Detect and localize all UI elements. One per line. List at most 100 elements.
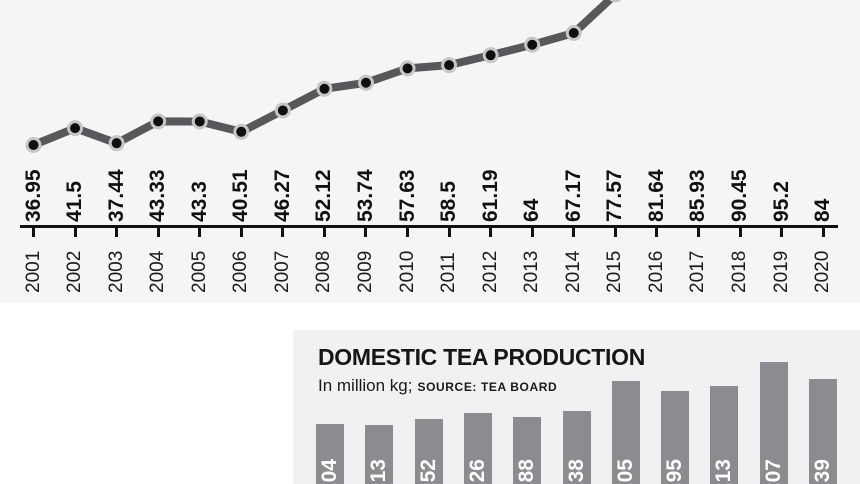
x-axis-year-label: 2009 bbox=[354, 250, 376, 293]
bar-value-label: 78.95 bbox=[663, 459, 687, 484]
data-value-label: 95.2 bbox=[769, 181, 793, 222]
data-point-dot bbox=[565, 25, 582, 42]
data-point-dot bbox=[609, 0, 622, 3]
bar-value-label: 66.26 bbox=[466, 459, 490, 484]
data-point-dot bbox=[357, 74, 374, 91]
bar: 60.04 bbox=[316, 423, 344, 484]
x-axis-year-label: 2005 bbox=[188, 250, 210, 293]
x-axis-year-label: 2001 bbox=[22, 250, 44, 293]
bar-value-label: 85.05 bbox=[614, 459, 638, 484]
x-axis-tick bbox=[281, 227, 285, 237]
bar: 86.39 bbox=[809, 378, 837, 484]
data-value-label: 90.45 bbox=[728, 169, 752, 222]
x-axis-year-label: 2010 bbox=[396, 250, 418, 293]
bar-value-label: 60.04 bbox=[318, 459, 342, 484]
data-point-dot bbox=[233, 123, 250, 140]
bar: 78.95 bbox=[661, 391, 690, 484]
x-axis-tick bbox=[364, 227, 368, 237]
data-point-dot bbox=[25, 137, 42, 153]
x-axis-tick bbox=[239, 227, 243, 237]
data-value-label: 37.44 bbox=[104, 169, 128, 222]
x-axis-year-label: 2006 bbox=[230, 250, 252, 293]
x-axis-line bbox=[20, 225, 838, 228]
data-value-label: 53.74 bbox=[353, 169, 377, 222]
x-axis-tick bbox=[489, 227, 493, 237]
x-axis-tick bbox=[530, 227, 534, 237]
data-point-dot bbox=[108, 135, 125, 152]
x-axis-year-label: 2013 bbox=[521, 250, 543, 293]
x-axis-tick bbox=[780, 227, 784, 237]
bar: 66.26 bbox=[463, 413, 492, 484]
x-axis-tick bbox=[198, 227, 202, 237]
card-subtitle: In million kg; SOURCE: TEA BOARD bbox=[318, 376, 557, 396]
bar-value-label: 82.13 bbox=[712, 459, 736, 484]
data-point-dot bbox=[191, 113, 208, 130]
x-axis-tick bbox=[572, 227, 576, 237]
bar-value-label: 86.39 bbox=[811, 459, 835, 484]
x-axis-year-label: 2017 bbox=[687, 250, 709, 293]
x-axis-tick bbox=[406, 227, 410, 237]
data-value-label: 77.57 bbox=[603, 169, 627, 222]
bar: 85.05 bbox=[611, 381, 640, 484]
x-axis-tick bbox=[655, 227, 659, 237]
data-value-label: 64 bbox=[520, 198, 544, 222]
data-value-label: 43.3 bbox=[187, 181, 211, 222]
data-point-dot bbox=[399, 60, 416, 77]
data-value-label: 81.64 bbox=[644, 169, 668, 222]
x-axis-year-label: 2002 bbox=[64, 250, 86, 293]
x-axis-year-label: 2020 bbox=[812, 250, 834, 293]
data-value-label: 61.19 bbox=[478, 169, 502, 222]
data-value-label: 58.5 bbox=[437, 181, 461, 222]
x-axis-year-label: 2004 bbox=[147, 250, 169, 293]
x-axis-tick bbox=[73, 227, 77, 237]
data-value-label: 52.12 bbox=[312, 169, 336, 222]
data-value-label: 36.95 bbox=[21, 169, 45, 222]
x-axis-tick bbox=[821, 227, 825, 237]
bar-value-label: 96.07 bbox=[762, 459, 786, 484]
bar: 96.07 bbox=[759, 362, 788, 484]
x-axis-tick bbox=[32, 227, 35, 237]
bar: 82.13 bbox=[710, 385, 739, 484]
data-point-dot bbox=[150, 113, 167, 130]
data-value-label: 40.51 bbox=[229, 169, 253, 222]
x-axis-year-label: 2011 bbox=[438, 252, 460, 293]
data-value-label: 43.33 bbox=[146, 169, 170, 222]
bar-value-label: 59.13 bbox=[367, 459, 391, 484]
data-value-label: 84 bbox=[811, 198, 835, 222]
x-axis-tick bbox=[738, 227, 742, 237]
bar-value-label: 63.88 bbox=[515, 459, 539, 484]
data-point-dot bbox=[316, 80, 333, 97]
data-value-label: 46.27 bbox=[270, 169, 294, 222]
unit-note: In million kg; bbox=[318, 376, 413, 395]
x-axis-year-label: 2007 bbox=[271, 250, 293, 293]
data-value-label: 41.5 bbox=[63, 181, 87, 222]
x-axis-year-label: 2016 bbox=[645, 250, 667, 293]
bar-value-label: 67.38 bbox=[565, 459, 589, 484]
bar: 63.88 bbox=[513, 417, 542, 484]
bar: 67.38 bbox=[562, 411, 591, 484]
x-axis-tick bbox=[696, 227, 700, 237]
tea-trend-line-chart bbox=[25, 0, 622, 153]
x-axis-tick bbox=[115, 227, 119, 237]
x-axis-year-label: 2012 bbox=[479, 250, 501, 293]
data-point-dot bbox=[524, 36, 541, 53]
x-axis-year-label: 2003 bbox=[105, 250, 127, 293]
data-value-label: 67.17 bbox=[561, 169, 585, 222]
data-point-dot bbox=[67, 120, 84, 137]
x-axis-year-label: 2018 bbox=[729, 250, 751, 293]
data-point-dot bbox=[441, 57, 458, 74]
bar-value-label: 62.52 bbox=[417, 459, 441, 484]
data-value-label: 85.93 bbox=[686, 169, 710, 222]
bar: 59.13 bbox=[365, 425, 394, 484]
x-axis-tick bbox=[322, 227, 326, 237]
bar: 62.52 bbox=[414, 419, 443, 484]
x-axis-tick bbox=[613, 227, 617, 237]
data-point-dot bbox=[482, 47, 499, 64]
source-note: SOURCE: TEA BOARD bbox=[417, 380, 558, 394]
bar-chart-card: DOMESTIC TEA PRODUCTION In million kg; SO… bbox=[293, 330, 860, 484]
x-axis-year-label: 2014 bbox=[562, 250, 584, 293]
x-axis-year-label: 2008 bbox=[313, 250, 335, 293]
x-axis-tick bbox=[156, 227, 160, 237]
x-axis-year-label: 2015 bbox=[604, 250, 626, 293]
